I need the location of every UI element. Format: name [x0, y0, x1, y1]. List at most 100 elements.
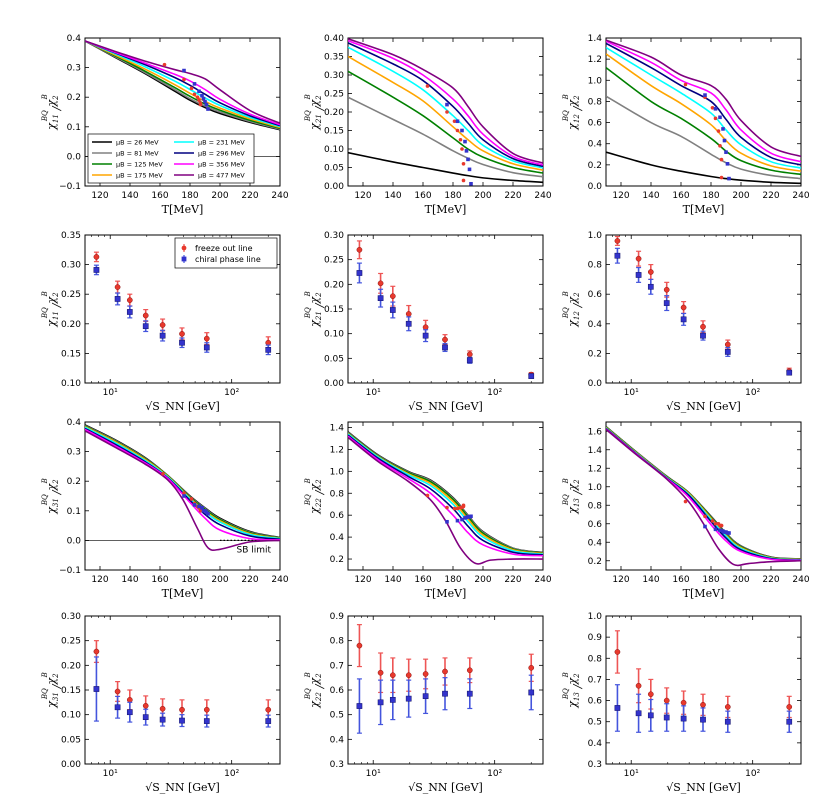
series-line	[606, 151, 801, 185]
freeze-out-point	[614, 238, 621, 244]
x-tick-label: 200	[474, 575, 491, 585]
y-tick-label: 0.6	[330, 686, 345, 696]
x-axis-label: √S_NN [GeV]	[666, 400, 741, 413]
y-tick-label: 0.20	[61, 320, 81, 330]
y-tick-label: 0.30	[61, 261, 81, 271]
x-tick-label: 160	[672, 191, 689, 201]
y-tick-label: 0.2	[330, 555, 344, 565]
y-axis-label: χ13BQ/χ2B	[562, 478, 584, 515]
y-tick-label: 0.9	[330, 612, 345, 622]
x-axis-label: T[MeV]	[162, 203, 204, 216]
x-tick-label: 120	[91, 575, 108, 585]
x-axis-label: T[MeV]	[425, 587, 467, 600]
chiral-point	[700, 332, 706, 339]
panel-p22t: 0.2 0.4 0.6 0.8 1.0 1.2 1.4 120 140 160 180 200 220 2…	[304, 421, 552, 600]
plot-content	[85, 424, 280, 552]
chiral-point	[159, 332, 166, 339]
y-tick-label: 0.7	[330, 661, 344, 671]
y-tick-label: 0.3	[588, 760, 602, 770]
chiral-point	[265, 346, 272, 353]
x-tick-label: 140	[384, 575, 401, 585]
y-tick-label: 0.7	[588, 675, 602, 685]
panel-p11t: −0.1 0.0 0.1 0.2 0.3 0.4 120 140 160 180 200 220 240…	[41, 34, 289, 216]
chiral-point	[700, 716, 706, 723]
freeze-out-point	[663, 286, 670, 293]
series-line	[348, 433, 543, 555]
chiral-marker	[182, 68, 186, 73]
freeze-out-point	[377, 669, 384, 676]
series-line	[348, 55, 543, 171]
chiral-point	[466, 357, 473, 364]
y-tick-label: 1.4	[588, 446, 603, 456]
freeze-out-point	[159, 322, 166, 328]
y-tick-label: 0.2	[588, 557, 602, 567]
y-tick-label: 0.0	[588, 379, 603, 389]
freeze-out-marker	[455, 128, 460, 133]
y-tick-label: 0.8	[330, 489, 345, 499]
freeze-out-marker	[713, 521, 718, 526]
y-tick-label: 1.0	[330, 467, 345, 477]
chiral-marker	[467, 167, 472, 172]
x-tick-label: 10²	[487, 388, 502, 398]
legend-label: μB = 81 MeV	[116, 150, 159, 158]
y-tick-label: 0.2	[588, 349, 602, 359]
x-tick-label: 220	[762, 575, 779, 585]
freeze-out-marker	[719, 523, 724, 528]
y-tick-label: 0.4	[330, 735, 345, 745]
y-axis-label: χ13BQ/χ2B	[562, 672, 584, 709]
x-tick-label: 10¹	[366, 388, 381, 398]
series-line	[85, 40, 280, 130]
chiral-marker	[445, 102, 449, 107]
y-tick-label: 0.40	[324, 34, 344, 44]
freeze-out-point	[389, 672, 396, 679]
freeze-out-marker	[182, 77, 186, 82]
chiral-point	[93, 267, 100, 273]
plot-content	[93, 640, 272, 728]
freeze-out-marker	[182, 491, 186, 495]
freeze-out-marker	[162, 62, 167, 67]
y-axis-label: χ22BQ/χ2B	[304, 478, 326, 515]
panel-p31t: −0.1 0.0 0.1 0.2 0.3 0.4 120 140 160 180 200 220 240…	[41, 418, 289, 600]
x-tick-label: 240	[534, 191, 551, 201]
chiral-point	[442, 690, 448, 697]
x-tick-label: 10²	[487, 769, 502, 779]
chiral-marker	[203, 99, 207, 104]
x-tick-label: 220	[504, 191, 521, 201]
y-tick-label: 0.3	[330, 760, 344, 770]
chiral-marker	[724, 150, 728, 154]
x-axis-label: T[MeV]	[683, 587, 725, 600]
freeze-out-point	[647, 691, 654, 698]
chiral-point	[142, 714, 149, 720]
y-tick-label: 0.1	[67, 123, 81, 133]
series-line	[85, 428, 280, 541]
y-tick-label: 0.30	[324, 231, 344, 241]
x-tick-label: 140	[384, 191, 401, 201]
panel-p21t: 0.00 0.05 0.10 0.15 0.20 0.25 0.30 0.35 0.40 120 1…	[304, 34, 552, 216]
y-tick-label: 0.0	[67, 152, 82, 162]
y-tick-label: 0.10	[61, 379, 81, 389]
x-tick-label: 10²	[745, 388, 760, 398]
x-tick-label: 10¹	[624, 769, 639, 779]
x-tick-label: 240	[271, 575, 288, 585]
freeze-out-point	[422, 671, 429, 677]
freeze-out-point	[389, 293, 396, 300]
chiral-point	[203, 344, 210, 351]
x-tick-label: 160	[414, 191, 431, 201]
series-line	[348, 151, 543, 184]
freeze-out-point	[700, 323, 706, 330]
series-line	[348, 46, 543, 169]
x-tick-label: 180	[181, 191, 198, 201]
y-tick-label: 0.6	[588, 290, 603, 300]
x-tick-label: 120	[354, 575, 371, 585]
y-tick-label: 1.2	[330, 445, 344, 455]
panel-p13t: 0.2 0.4 0.6 0.8 1.0 1.2 1.4 1.6 120 140 160 180 200 2…	[562, 421, 810, 600]
plot-content	[93, 251, 272, 356]
x-tick-label: 10²	[224, 388, 239, 398]
x-tick-label: 180	[702, 575, 719, 585]
series-line	[606, 53, 801, 172]
freeze-out-point	[179, 706, 185, 713]
x-tick-label: 160	[414, 575, 431, 585]
x-tick-label: 10²	[224, 769, 239, 779]
series-line	[348, 42, 543, 168]
x-tick-label: 120	[91, 191, 108, 201]
